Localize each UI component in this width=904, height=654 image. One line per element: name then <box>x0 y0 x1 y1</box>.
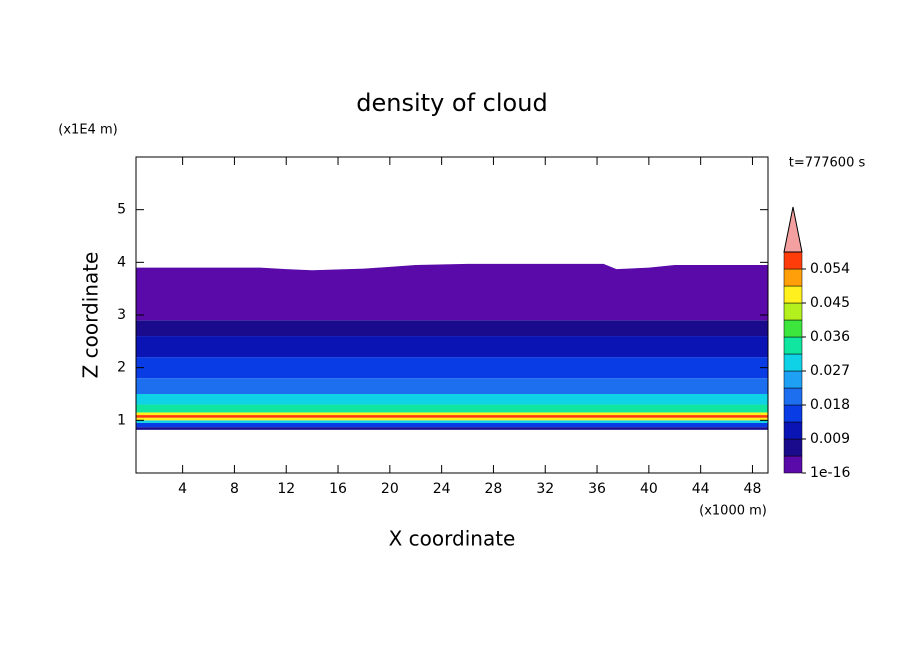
y-tick-label: 3 <box>117 307 126 323</box>
colorbar-tick-label: 0.009 <box>810 431 850 447</box>
colorbar-tick-label: 0.018 <box>810 397 850 413</box>
contour-band <box>136 412 768 416</box>
colorbar-band <box>783 268 803 287</box>
x-tick-label: 8 <box>230 481 239 497</box>
x-tick-label: 44 <box>692 481 710 497</box>
colorbar-band <box>783 336 803 355</box>
contour-band <box>136 378 768 394</box>
colorbar-band <box>783 455 803 474</box>
colorbar-tick-label: 0.036 <box>810 329 850 345</box>
x-tick-label: 12 <box>277 481 295 497</box>
x-tick-label: 32 <box>536 481 554 497</box>
colorbar-tick-label: 0.027 <box>810 363 850 379</box>
x-tick-label: 36 <box>588 481 606 497</box>
x-tick-label: 48 <box>744 481 762 497</box>
time-label: t=777600 s <box>789 156 866 171</box>
colorbar-band <box>783 387 803 406</box>
colorbar-band <box>783 285 803 304</box>
x-tick-label: 4 <box>178 481 187 497</box>
y-unit: (x1E4 m) <box>58 123 117 138</box>
x-tick-label: 24 <box>433 481 451 497</box>
colorbar-tick-label: 0.054 <box>810 261 850 277</box>
contour-band <box>136 417 768 421</box>
colorbar-band <box>783 319 803 338</box>
contour-band <box>136 263 768 321</box>
colorbar-band <box>783 370 803 389</box>
x-axis-label: X coordinate <box>389 527 516 551</box>
colorbar-band <box>783 353 803 372</box>
colorbar-band <box>783 438 803 457</box>
y-axis-label: Z coordinate <box>79 252 103 379</box>
contour-band <box>136 422 768 428</box>
colorbar-tick-label: 0.045 <box>810 295 850 311</box>
contour-band <box>136 427 768 430</box>
colorbar-band <box>783 421 803 440</box>
contour-band <box>136 336 768 358</box>
contour-band <box>136 357 768 379</box>
x-unit: (x1000 m) <box>699 504 767 519</box>
y-tick-label: 1 <box>117 412 126 428</box>
x-tick-label: 20 <box>381 481 399 497</box>
contour-band <box>136 415 768 418</box>
colorbar-band <box>783 302 803 321</box>
chart-title: density of cloud <box>356 89 547 117</box>
contour-band <box>136 320 768 337</box>
colorbar-band <box>783 404 803 423</box>
contour-band <box>136 394 768 405</box>
y-tick-label: 5 <box>117 202 126 218</box>
colorbar-tick-label: 1e-16 <box>810 465 850 481</box>
x-tick-label: 28 <box>485 481 503 497</box>
y-tick-label: 2 <box>117 360 126 376</box>
x-tick-label: 40 <box>640 481 658 497</box>
x-tick-label: 16 <box>329 481 347 497</box>
contour-band <box>136 420 768 423</box>
y-tick-label: 4 <box>117 254 126 270</box>
colorbar-band <box>783 251 803 270</box>
colorbar-overflow <box>783 206 803 253</box>
contour-band <box>136 404 768 413</box>
